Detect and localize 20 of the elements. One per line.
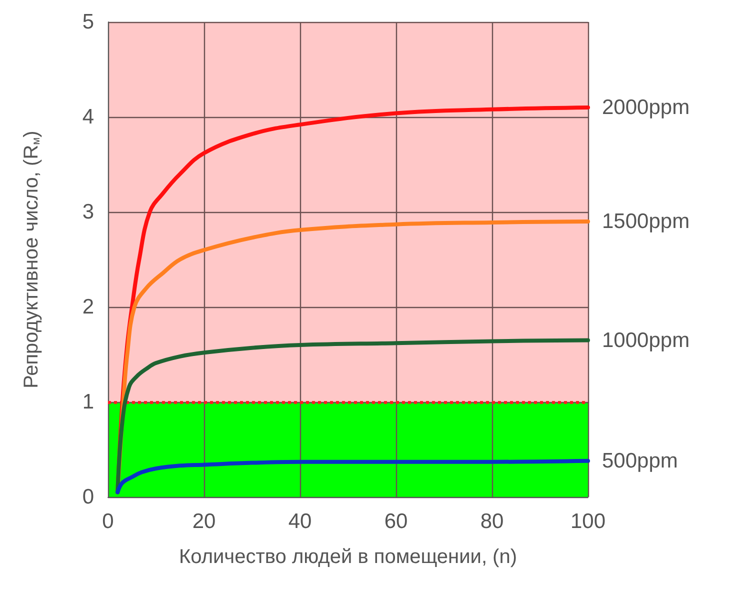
y-tick-label: 3	[82, 200, 94, 224]
x-axis-title: Количество людей в помещении, (n)	[178, 546, 518, 568]
y-tick-label: 2	[82, 296, 94, 318]
x-tick-label: 80	[480, 510, 504, 533]
series-label: 500ppm	[602, 449, 678, 472]
series-label: 2000ppm	[602, 96, 690, 119]
line-series	[116, 458, 590, 494]
x-tick-label: 0	[102, 510, 114, 533]
x-tick-label: 100	[570, 510, 606, 533]
x-tick-label: 40	[288, 510, 312, 533]
y-axis-title: Репродуктивное число, (Rм)	[20, 130, 42, 388]
series-label: 1500ppm	[602, 210, 690, 233]
y-tick-label: 0	[82, 486, 94, 508]
series-label: 1000ppm	[602, 328, 690, 352]
line-series	[116, 338, 590, 494]
x-tick-label: 20	[192, 510, 216, 533]
y-tick-label: 1	[82, 390, 94, 414]
y-tick-label: 5	[82, 10, 94, 34]
y-tick-label: 4	[82, 106, 94, 128]
x-tick-label: 60	[384, 510, 408, 533]
